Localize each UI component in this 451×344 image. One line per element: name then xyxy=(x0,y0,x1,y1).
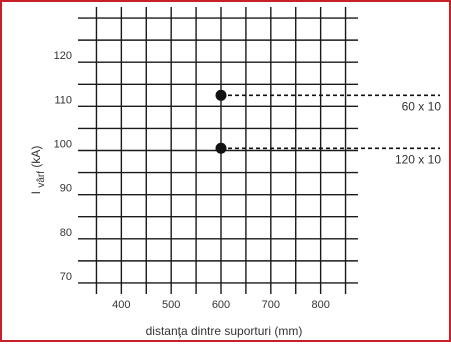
y-axis-title-subscript: vârf xyxy=(36,171,47,188)
y-axis-title-base: I xyxy=(29,191,43,194)
annotation-label: 60 x 10 xyxy=(402,99,442,113)
y-tick-label: 100 xyxy=(54,139,72,151)
y-tick-label: 120 xyxy=(54,50,72,62)
y-tick-label: 90 xyxy=(60,183,72,195)
y-tick-label: 80 xyxy=(60,227,72,239)
y-axis-title: I vârf (kA) xyxy=(29,146,47,195)
x-axis-title: distanţa dintre suporturi (mm) xyxy=(146,324,303,338)
x-tick-label: 400 xyxy=(112,299,130,311)
y-tick-label: 110 xyxy=(54,94,72,106)
x-tick-label: 700 xyxy=(262,299,280,311)
x-tick-label: 600 xyxy=(212,299,230,311)
annotation-layer: 60 x 10 120 x 10 xyxy=(221,94,442,166)
data-point-layer xyxy=(215,89,227,154)
data-point xyxy=(215,89,227,101)
data-point xyxy=(215,142,227,154)
annotation-label: 120 x 10 xyxy=(395,152,441,166)
y-tick-label: 70 xyxy=(60,271,72,283)
x-tick-label: 500 xyxy=(162,299,180,311)
tick-label-layer: 70 80 90 100 110 120 400 500 600 700 800 xyxy=(54,50,330,311)
y-axis-title-unit: (kA) xyxy=(29,146,43,168)
x-tick-label: 800 xyxy=(311,299,329,311)
